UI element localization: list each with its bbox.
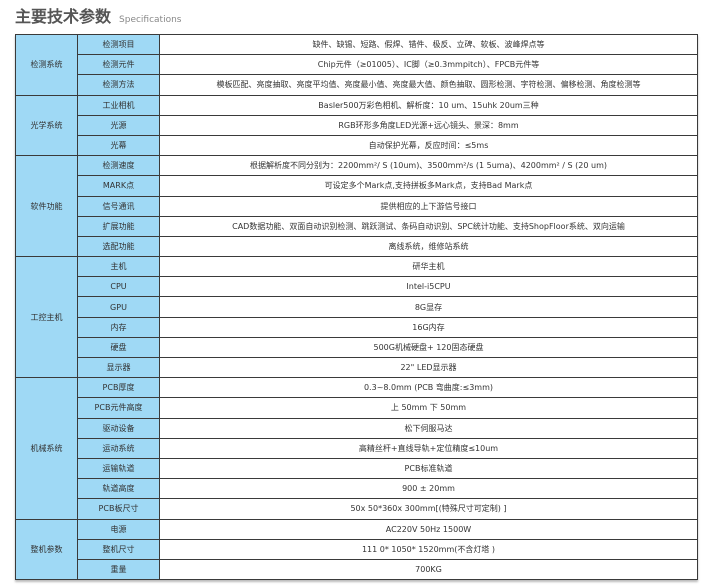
table-row: 扩展功能 CAD数据功能、双面自动识别检测、跳跃测试、条码自动识别、SPC统计功能… — [16, 215, 698, 237]
spec-label: PCB板尺寸 — [77, 498, 160, 520]
table-row: 检测元件 Chip元件（≥01005）、IC脚（≥0.3mmpitch）、FPCB… — [16, 54, 698, 76]
spec-value: 上 50mm 下 50mm — [159, 397, 698, 419]
spec-label: 光源 — [77, 114, 160, 136]
spec-label: 检测元件 — [77, 54, 160, 76]
spec-label: PCB厚度 — [77, 377, 160, 399]
spec-value: PCB标准轨道 — [159, 457, 698, 480]
spec-label: 检测速度 — [77, 155, 160, 177]
table-row: CPU Intel-i5CPU — [16, 276, 698, 298]
spec-label: 检测项目 — [77, 33, 160, 56]
spec-label: 信号通讯 — [77, 195, 160, 217]
spec-label: 轨道高度 — [77, 478, 160, 500]
table-row: 轨道高度 900 ± 20mm — [16, 478, 698, 500]
table-row: PCB元件高度上 50mm 下 50mm — [16, 397, 698, 419]
table-row: 光源 RGB环形多角度LED光源+远心镜头、景深：8mm — [16, 114, 698, 136]
spec-value: 提供相应的上下游信号接口 — [159, 195, 698, 217]
spec-value: 0.3~8.0mm (PCB 弯曲度:≤3mm) — [159, 377, 698, 399]
spec-value: Chip元件（≥01005）、IC脚（≥0.3mmpitch）、FPCB元件等 — [159, 54, 698, 76]
table-row: 光幕 自动保护光幕，反应时间：≤5ms — [16, 134, 698, 157]
spec-value: AC220V 50Hz 1500W — [159, 518, 698, 540]
spec-value: 缺件、缺锡、短路、假焊、错件、极反、立碑、软板、波峰焊点等 — [159, 33, 698, 56]
table-row: 检测方法 模板匹配、亮度抽取、亮度平均值、亮度最小值、亮度最大值、颜色抽取、圆形检… — [16, 74, 698, 96]
spec-value: 模板匹配、亮度抽取、亮度平均值、亮度最小值、亮度最大值、颜色抽取、圆形检测、字符… — [159, 74, 698, 96]
table-row: 工控主机 主机 研华主机 — [15, 256, 698, 379]
table-row: 机械系统 PCB厚度 0.3~8.0mm (PCB 弯曲度:≤3mm) — [15, 377, 698, 520]
table-row: 整机参数 电源 AC220V 50Hz 1500W — [15, 518, 698, 581]
spec-value: 高精丝杆+直线导轨+定位精度≤10um — [159, 437, 698, 459]
spec-label: 主机 — [77, 256, 160, 278]
spec-label: 内存 — [77, 316, 160, 338]
table-row: 整机尺寸 111 0* 1050* 1520mm(不含灯塔 ) — [16, 538, 698, 560]
spec-label: MARK点 — [77, 175, 160, 197]
page-header: 主要技术参数 Specifications — [15, 3, 182, 27]
page-title: 主要技术参数 — [15, 7, 112, 26]
spec-value: Basler500万彩色相机、解析度：10 um、15uhk 20um三种 — [159, 94, 698, 116]
spec-value: RGB环形多角度LED光源+远心镜头、景深：8mm — [159, 114, 698, 136]
spec-label: PCB元件高度 — [77, 397, 160, 419]
spec-value: 可设定多个Mark点,支持拼板多Mark点，支持Bad Mark点 — [159, 175, 698, 197]
table-row: 硬盘 500G机械硬盘+ 120固态硬盘 — [16, 336, 698, 359]
table-row: 重量 700KG — [16, 558, 698, 581]
table-row: 驱动设备 松下伺服马达 — [16, 417, 698, 439]
spec-value: 8G显存 — [159, 296, 698, 318]
spec-label: 检测方法 — [77, 74, 160, 96]
table-row: 内存 16G内存 — [16, 316, 698, 338]
group-name: 检测系统 — [15, 34, 78, 96]
spec-table: 检测系统 检测项目 缺件、缺锡、短路、假焊、错件、极反、立碑、软板、波峰焊点等 检测元… — [15, 33, 698, 581]
spec-label: 显示器 — [77, 356, 160, 379]
spec-label: 运输轨道 — [77, 457, 160, 480]
spec-value: 根据解析度不同分别为：2200mm²/ S (10um)、3500mm²/s (… — [159, 155, 698, 177]
spec-value: 16G内存 — [159, 316, 698, 338]
table-row: 光学系统 工业相机 Basler500万彩色相机、解析度：10 um、15uhk 2… — [15, 94, 698, 157]
spec-value: 50x 50*360x 300mm[(特殊尺寸可定制) ] — [159, 498, 698, 520]
spec-label: 扩展功能 — [77, 215, 160, 237]
table-row: 选配功能 离线系统，维修站系统 — [16, 235, 698, 258]
table-row: MARK点 可设定多个Mark点,支持拼板多Mark点，支持Bad Mark点 — [16, 175, 698, 197]
spec-value: 自动保护光幕，反应时间：≤5ms — [159, 134, 698, 157]
spec-value: 研华主机 — [159, 256, 698, 278]
table-row: 信号通讯 提供相应的上下游信号接口 — [16, 195, 698, 217]
group-name: 机械系统 — [15, 377, 78, 520]
spec-value: 松下伺服马达 — [159, 417, 698, 439]
spec-label: CPU — [77, 276, 160, 298]
spec-value: 900 ± 20mm — [159, 478, 698, 500]
spec-value: 700KG — [159, 558, 698, 581]
table-row: 运输轨道 PCB标准轨道 — [16, 457, 698, 480]
spec-value: Intel-i5CPU — [159, 276, 698, 298]
spec-label: 运动系统 — [77, 437, 160, 459]
spec-value: 离线系统，维修站系统 — [159, 235, 698, 258]
table-row: 显示器 22" LED显示器 — [16, 356, 698, 379]
table-row: GPU 8G显存 — [16, 296, 698, 318]
group-name: 光学系统 — [15, 94, 78, 157]
group-name: 软件功能 — [15, 155, 78, 258]
table-row: 检测系统 检测项目 缺件、缺锡、短路、假焊、错件、极反、立碑、软板、波峰焊点等 — [15, 33, 698, 96]
table-row: 软件功能 检测速度 根据解析度不同分别为：2200mm²/ S (10um)、350… — [15, 155, 698, 258]
spec-label: 整机尺寸 — [77, 538, 160, 560]
spec-label: GPU — [77, 296, 160, 318]
spec-value: 111 0* 1050* 1520mm(不含灯塔 ) — [159, 538, 698, 560]
table-row: 运动系统 高精丝杆+直线导轨+定位精度≤10um — [16, 437, 698, 459]
spec-label: 硬盘 — [77, 336, 160, 359]
spec-label: 电源 — [77, 518, 160, 540]
spec-value: 500G机械硬盘+ 120固态硬盘 — [159, 336, 698, 359]
spec-label: 光幕 — [77, 134, 160, 157]
spec-label: 重量 — [77, 558, 160, 581]
page-subtitle: Specifications — [119, 15, 182, 25]
group-name: 工控主机 — [15, 256, 78, 379]
spec-value: CAD数据功能、双面自动识别检测、跳跃测试、条码自动识别、SPC统计功能、支持S… — [159, 215, 698, 237]
table-row: PCB板尺寸 50x 50*360x 300mm[(特殊尺寸可定制) ] — [16, 498, 698, 520]
spec-label: 驱动设备 — [77, 417, 160, 439]
spec-label: 选配功能 — [77, 235, 160, 258]
group-name: 整机参数 — [15, 518, 78, 581]
spec-label: 工业相机 — [77, 94, 160, 116]
spec-value: 22" LED显示器 — [159, 356, 698, 379]
